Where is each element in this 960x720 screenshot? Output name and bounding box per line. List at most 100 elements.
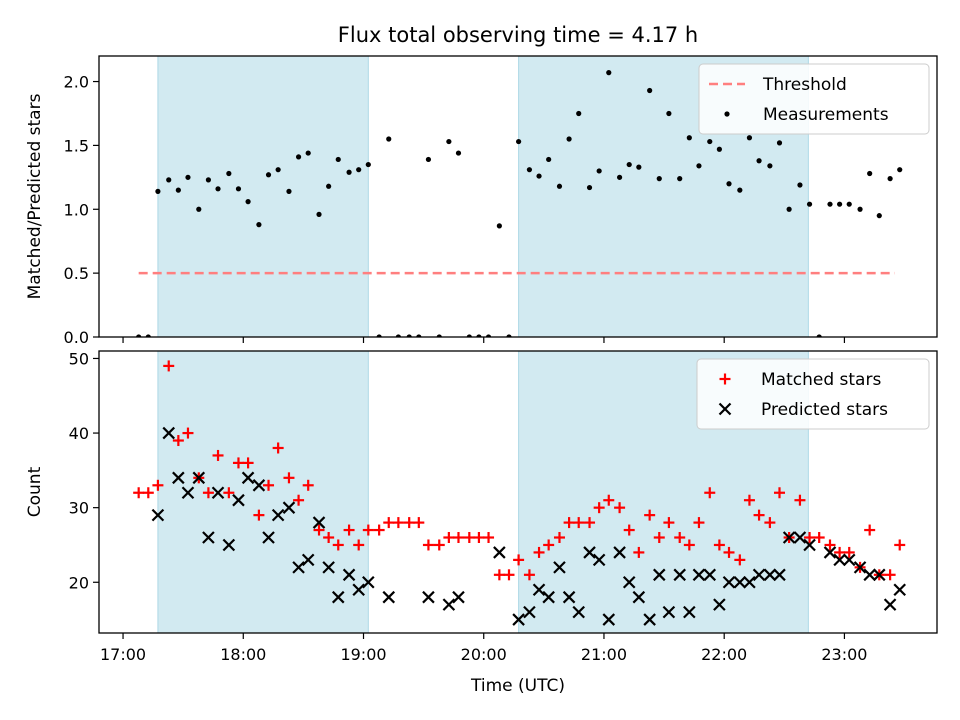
point-matched-stars <box>353 539 365 551</box>
point-matched-stars <box>834 546 846 558</box>
point-measurements <box>726 181 732 187</box>
point-predicted-stars <box>823 546 837 559</box>
point-predicted-stars <box>211 486 225 500</box>
point-measurements <box>756 158 762 164</box>
y-tick-label: 0.0 <box>64 328 89 347</box>
point-measurements <box>496 223 502 229</box>
point-predicted-stars <box>172 471 185 485</box>
point-measurements <box>707 138 713 145</box>
point-measurements <box>326 183 332 189</box>
point-predicted-stars <box>643 613 656 626</box>
point-predicted-stars <box>703 568 717 582</box>
point-predicted-stars <box>271 508 285 522</box>
x-tick-label: 23:00 <box>821 645 867 664</box>
point-measurements <box>897 167 903 173</box>
point-matched-stars <box>403 517 415 529</box>
point-matched-stars <box>513 554 525 566</box>
point-matched-stars <box>884 569 896 581</box>
point-matched-stars <box>864 524 876 536</box>
point-measurements <box>226 170 232 177</box>
y-tick-label: 30 <box>69 499 89 518</box>
point-measurements <box>205 177 212 183</box>
y-axis-label: Matched/Predicted stars <box>25 93 45 299</box>
point-measurements <box>526 167 533 173</box>
point-predicted-stars <box>743 575 756 589</box>
point-predicted-stars <box>192 471 206 485</box>
point-measurements <box>196 206 202 212</box>
point-predicted-stars <box>652 568 666 582</box>
point-measurements <box>596 168 602 174</box>
point-matched-stars <box>272 442 284 454</box>
point-matched-stars <box>653 532 665 544</box>
point-matched-stars <box>773 487 785 499</box>
point-predicted-stars <box>782 531 796 544</box>
ratio-panel: 0.0 0.5 1.0 1.5 2.0 Matched/Predicted stars Th… <box>25 55 938 347</box>
point-predicted-stars <box>622 575 636 589</box>
point-matched-stars <box>422 539 434 551</box>
point-measurements <box>275 167 281 173</box>
point-matched-stars <box>584 517 596 529</box>
chart-title: Flux total observing time = 4.17 h <box>338 23 698 47</box>
point-predicted-stars <box>662 605 676 619</box>
point-matched-stars <box>824 539 836 551</box>
point-measurements <box>566 136 572 142</box>
point-predicted-stars <box>883 598 897 611</box>
point-measurements <box>245 199 251 205</box>
point-measurements <box>166 177 172 183</box>
point-matched-stars <box>693 517 705 529</box>
point-measurements <box>446 138 452 145</box>
point-measurements <box>656 176 662 182</box>
point-predicted-stars <box>803 538 816 552</box>
point-measurements <box>666 110 672 117</box>
point-matched-stars <box>483 532 495 544</box>
point-matched-stars <box>663 517 675 529</box>
point-matched-stars <box>493 569 505 581</box>
point-predicted-stars <box>382 590 396 604</box>
point-measurements <box>356 167 362 173</box>
point-measurements <box>455 150 462 156</box>
point-predicted-stars <box>692 568 706 582</box>
point-predicted-stars <box>352 583 365 597</box>
point-measurements <box>786 206 792 212</box>
point-predicted-stars <box>583 546 596 559</box>
point-matched-stars <box>283 472 295 484</box>
point-matched-stars <box>674 532 686 544</box>
point-matched-stars <box>433 539 445 551</box>
point-measurements <box>546 156 552 163</box>
point-predicted-stars <box>853 561 867 574</box>
point-matched-stars <box>623 524 635 536</box>
point-matched-stars <box>794 494 806 506</box>
y-tick-label: 1.0 <box>64 200 89 219</box>
point-measurements <box>837 201 843 207</box>
point-measurements <box>386 136 392 142</box>
point-predicted-stars <box>151 508 165 522</box>
point-matched-stars <box>563 517 575 529</box>
x-tick-label: 17:00 <box>100 645 146 664</box>
point-predicted-stars <box>422 590 435 604</box>
point-predicted-stars <box>262 531 275 544</box>
point-measurements <box>365 161 371 168</box>
y-tick-label: 0.5 <box>64 264 89 283</box>
point-matched-stars <box>614 502 626 514</box>
point-measurements <box>316 211 322 217</box>
legend: Threshold Measurements <box>698 63 930 135</box>
point-matched-stars <box>533 546 545 558</box>
point-predicted-stars <box>202 531 215 544</box>
point-matched-stars <box>704 487 716 499</box>
point-predicted-stars <box>632 590 646 604</box>
point-measurements <box>636 164 642 170</box>
legend: Matched stars Predicted stars <box>696 358 930 430</box>
point-matched-stars <box>332 539 344 551</box>
point-measurements <box>767 163 773 169</box>
point-measurements <box>647 87 653 94</box>
point-predicted-stars <box>763 568 777 582</box>
point-predicted-stars <box>893 583 907 597</box>
x-tick-label: 19:00 <box>340 645 386 664</box>
point-measurements <box>576 110 582 117</box>
point-matched-stars <box>263 479 275 491</box>
point-matched-stars <box>172 435 184 447</box>
point-measurements <box>846 201 852 207</box>
point-predicted-stars <box>301 553 315 567</box>
point-predicted-stars <box>292 561 305 574</box>
point-matched-stars <box>843 546 855 558</box>
